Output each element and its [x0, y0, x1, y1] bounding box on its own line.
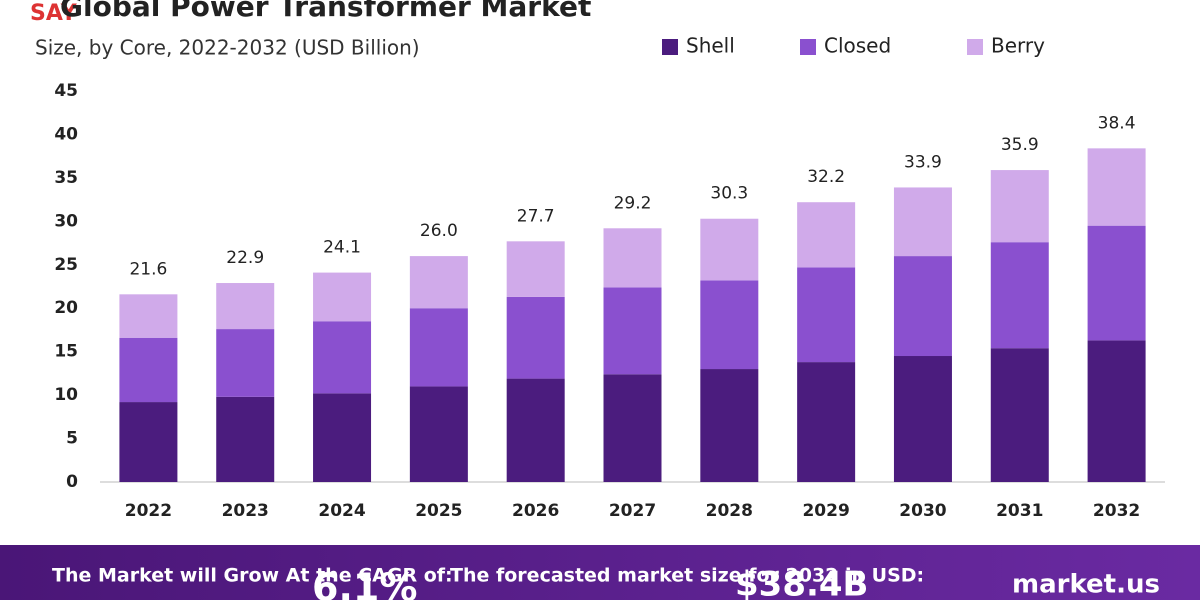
bar-segment	[603, 287, 662, 375]
forecast-text: The forecasted market size for 2032 in U…	[450, 565, 924, 587]
bar-segment	[990, 348, 1049, 482]
y-tick-label: 5	[66, 429, 78, 449]
total-label: 27.7	[517, 206, 555, 226]
bar-segment	[990, 242, 1049, 349]
x-tick-label: 2024	[318, 501, 365, 521]
total-label: 35.9	[1001, 135, 1039, 155]
total-label: 30.3	[710, 184, 748, 204]
x-tick-label: 2027	[609, 501, 656, 521]
x-tick-label: 2026	[512, 501, 559, 521]
y-tick-label: 15	[54, 342, 78, 362]
bar-segment	[409, 308, 468, 387]
bar-segment	[700, 369, 759, 482]
legend-label: Shell	[686, 34, 735, 58]
total-label: 26.0	[420, 221, 458, 241]
legend-swatch	[967, 39, 983, 55]
bar-segment	[893, 256, 952, 357]
legend-label: Berry	[991, 34, 1045, 58]
bar-segment	[506, 241, 565, 297]
total-label: 38.4	[1098, 113, 1136, 133]
bar-segment	[990, 170, 1049, 243]
bar-segment	[216, 283, 275, 330]
y-tick-label: 35	[54, 168, 78, 188]
forecast-value: $38.4B	[735, 565, 868, 600]
y-tick-label: 0	[66, 472, 78, 492]
banner	[0, 545, 1200, 600]
bar-segment	[797, 267, 856, 363]
x-tick-label: 2031	[996, 501, 1043, 521]
bar-segment	[506, 378, 565, 482]
cagr-value: 6.1%	[312, 566, 417, 600]
total-label: 33.9	[904, 152, 942, 172]
bar-segment	[313, 272, 372, 322]
legend-swatch	[662, 39, 678, 55]
total-label: 29.2	[614, 193, 652, 213]
y-tick-label: 45	[54, 81, 78, 101]
y-tick-label: 25	[54, 255, 78, 275]
bar-segment	[313, 393, 372, 482]
total-label: 32.2	[807, 167, 845, 187]
bar-segment	[603, 228, 662, 288]
total-label: 22.9	[226, 248, 264, 268]
chart-subtitle: Size, by Core, 2022-2032 (USD Billion)	[35, 36, 420, 60]
bar-segment	[603, 374, 662, 482]
bar-segment	[119, 294, 178, 338]
y-tick-label: 20	[54, 298, 78, 318]
bar-segment	[700, 280, 759, 370]
y-tick-label: 30	[54, 211, 78, 231]
bar-segment	[313, 321, 372, 394]
total-label: 24.1	[323, 238, 361, 258]
bar-segment	[216, 329, 275, 397]
bar-segment	[119, 337, 178, 403]
bar-segment	[1087, 148, 1146, 226]
bar-segment	[1087, 225, 1146, 341]
legend-swatch	[800, 39, 816, 55]
x-tick-label: 2022	[125, 501, 172, 521]
x-tick-label: 2023	[222, 501, 269, 521]
bar-segment	[700, 218, 759, 281]
bar-segment	[1087, 340, 1146, 482]
x-tick-label: 2029	[802, 501, 849, 521]
bar-segment	[797, 202, 856, 268]
x-tick-label: 2032	[1093, 501, 1140, 521]
bar-segment	[893, 187, 952, 257]
x-tick-label: 2028	[706, 501, 753, 521]
total-label: 21.6	[129, 259, 167, 279]
x-tick-label: 2030	[899, 501, 946, 521]
bar-segment	[409, 386, 468, 482]
x-tick-label: 2025	[415, 501, 462, 521]
y-tick-label: 40	[54, 124, 78, 144]
bar-segment	[797, 362, 856, 482]
legend-label: Closed	[824, 34, 891, 58]
bar-segment	[119, 402, 178, 482]
bar-segment	[893, 356, 952, 482]
cagr-text: The Market will Grow At the CAGR of:	[52, 565, 453, 587]
bar-segment	[506, 296, 565, 379]
brand: market.us	[1012, 570, 1160, 600]
bar-segment	[216, 396, 275, 482]
y-tick-label: 10	[54, 385, 78, 405]
chart-title: Global Power Transformer Market	[60, 0, 591, 23]
bar-segment	[409, 256, 468, 309]
logo: SAY	[30, 1, 78, 26]
